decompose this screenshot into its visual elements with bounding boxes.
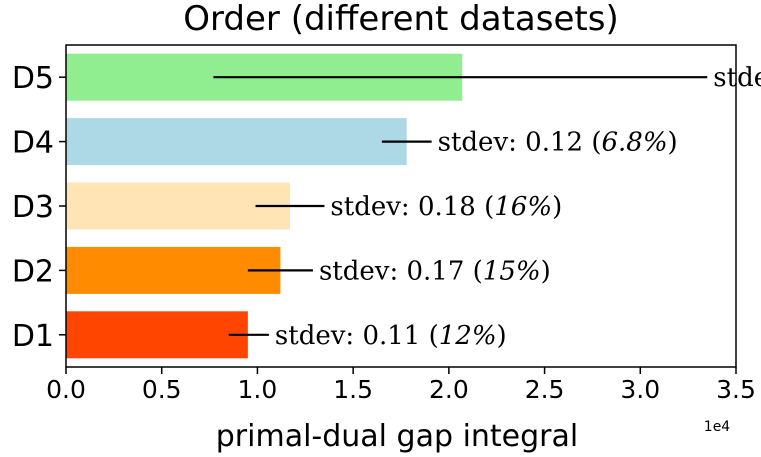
x-tick-label: 0.5 bbox=[142, 375, 182, 404]
stdev-label-d3: stdev: 0.18 (16%) bbox=[330, 192, 562, 222]
y-tick-label-d4: D4 bbox=[12, 126, 54, 161]
x-tick-label: 3.0 bbox=[620, 375, 660, 404]
y-tick-label-d3: D3 bbox=[12, 190, 54, 225]
x-tick-label: 1.5 bbox=[333, 375, 373, 404]
y-tick-label-d1: D1 bbox=[12, 319, 54, 354]
error-bars-group bbox=[213, 76, 708, 336]
x-tick-label: 0.0 bbox=[46, 375, 86, 404]
x-axis-scale-note: 1e4 bbox=[704, 419, 731, 435]
stdev-label-d2: stdev: 0.17 (15%) bbox=[319, 256, 551, 286]
bar-d1 bbox=[66, 311, 248, 359]
stdev-label-d4: stdev: 0.12 (6.8%) bbox=[438, 128, 678, 158]
bar-d4 bbox=[66, 118, 407, 166]
x-tick-label: 2.5 bbox=[525, 375, 565, 404]
x-axis-label: primal-dual gap integral bbox=[216, 419, 578, 454]
y-axis-ticks: D1 D2 D3 D4 D5 bbox=[12, 61, 66, 354]
bar-d2 bbox=[66, 246, 281, 294]
chart-title: Order (different datasets) bbox=[183, 0, 618, 39]
x-axis-ticks: 0.0 0.5 1.0 1.5 2.0 2.5 3.0 3.5 bbox=[46, 367, 756, 404]
annotations-group: stdev: 0.11 (12%) stdev: 0.17 (15%) stdev:… bbox=[275, 63, 761, 351]
x-tick-label: 2.0 bbox=[429, 375, 469, 404]
y-tick-label-d5: D5 bbox=[12, 61, 54, 96]
stdev-label-d5: stdev: 1.3 (62%) bbox=[713, 63, 761, 93]
x-tick-label: 3.5 bbox=[716, 375, 756, 404]
stdev-label-d1: stdev: 0.11 (12%) bbox=[275, 321, 507, 351]
y-tick-label-d2: D2 bbox=[12, 254, 54, 289]
x-tick-label: 1.0 bbox=[238, 375, 278, 404]
bar-d3 bbox=[66, 182, 290, 230]
